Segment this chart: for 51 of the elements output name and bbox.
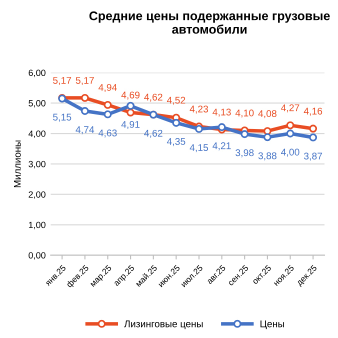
- point: [126, 102, 135, 110]
- point: [126, 108, 135, 116]
- data-label: 4,13: [212, 108, 231, 117]
- point: [263, 127, 272, 136]
- y-tick-label: 6,00: [28, 70, 46, 78]
- point: [240, 130, 249, 138]
- point: [172, 118, 180, 127]
- y-tick-label: 1,00: [28, 222, 46, 230]
- data-label: 4,62: [144, 94, 162, 102]
- y-tick-label: 4,00: [28, 130, 46, 138]
- point: [309, 134, 318, 142]
- point: [80, 94, 89, 102]
- data-label: 3,88: [258, 152, 276, 160]
- data-label: 5,15: [53, 114, 72, 122]
- data-label: 4,63: [98, 130, 117, 138]
- point: [263, 133, 272, 142]
- data-label: 4,94: [98, 84, 117, 92]
- data-label: 4,15: [190, 144, 208, 152]
- y-tick-label: 3,00: [28, 160, 46, 168]
- data-label: 4,62: [144, 130, 162, 138]
- data-label: 4,23: [190, 106, 208, 114]
- data-label: 4,35: [166, 138, 186, 146]
- data-label: 4,69: [121, 92, 140, 100]
- data-label: 4,52: [166, 96, 186, 105]
- point: [286, 121, 294, 130]
- data-label: 4,08: [258, 110, 276, 118]
- data-label: 4,16: [304, 108, 322, 116]
- data-label: 4,74: [76, 126, 94, 134]
- y-axis-title: Миллионы: [14, 140, 21, 188]
- y-tick-label: 5,00: [28, 100, 46, 108]
- point: [286, 130, 294, 138]
- data-label: 4,10: [235, 110, 254, 118]
- legend-label: Лизинговые цены: [124, 320, 203, 330]
- point: [195, 124, 203, 133]
- data-label: 4,27: [281, 104, 300, 112]
- data-label: 5,17: [53, 77, 72, 86]
- chart-title: Средние цены подержанные грузовые автомобили: [89, 11, 330, 34]
- point: [218, 123, 226, 132]
- point: [80, 107, 89, 115]
- point: [104, 110, 112, 118]
- point: [309, 124, 318, 133]
- y-tick-label: 0,00: [28, 252, 46, 260]
- data-label: 3,98: [236, 149, 254, 158]
- data-label: 4,00: [281, 148, 300, 157]
- data-label: 4,21: [212, 142, 231, 150]
- data-label: 3,87: [304, 152, 322, 161]
- legend-label: Цены: [260, 320, 284, 330]
- data-label: 5,17: [76, 77, 94, 86]
- point: [104, 100, 112, 109]
- data-label: 4,91: [121, 121, 140, 130]
- y-tick-label: 2,00: [28, 191, 46, 199]
